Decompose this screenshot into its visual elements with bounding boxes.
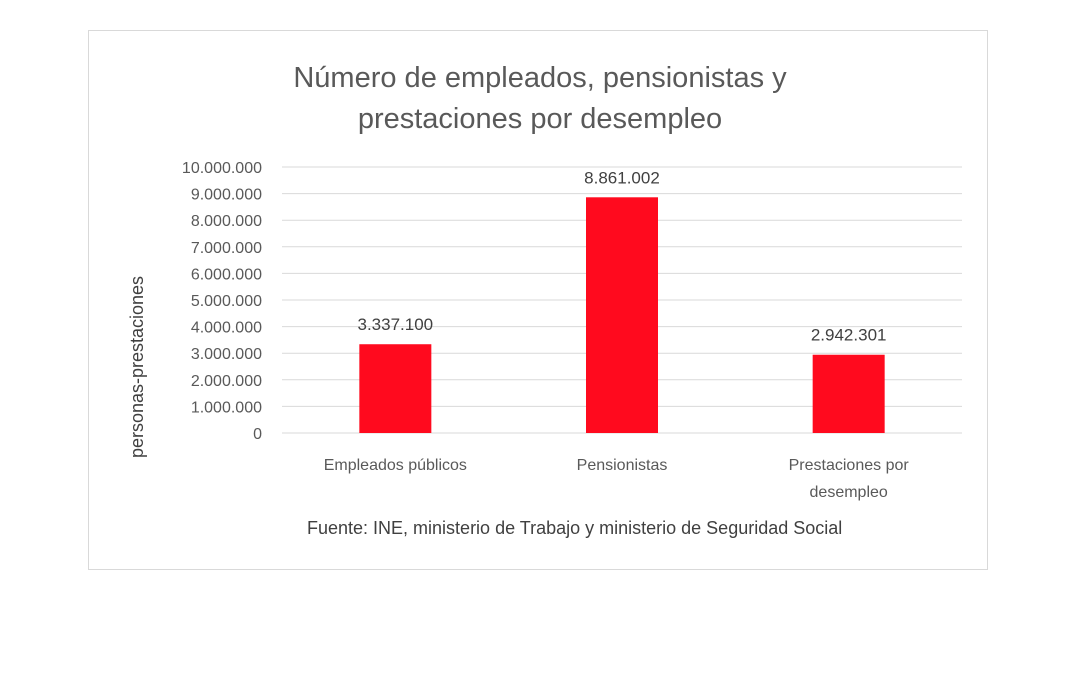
- y-tick-label: 9.000.000: [191, 187, 262, 204]
- source-note: Fuente: INE, ministerio de Trabajo y min…: [307, 518, 842, 538]
- bar-data-label: 8.861.002: [584, 168, 660, 187]
- y-tick-label: 2.000.000: [191, 373, 262, 390]
- data-labels: 3.337.100 8.861.002 2.942.301: [358, 168, 887, 344]
- y-tick-label: 0: [253, 426, 262, 443]
- bar: [359, 344, 432, 433]
- chart-title-line: prestaciones por desempleo: [358, 103, 722, 135]
- bar-data-label: 3.337.100: [358, 315, 434, 334]
- x-category-label: desempleo: [810, 484, 888, 501]
- y-axis-ticks: 0 1.000.000 2.000.000 3.000.000 4.000.000 5.0…: [182, 160, 262, 443]
- bar: [586, 197, 658, 433]
- chart-title: Número de empleados, pensionistas y prest…: [293, 62, 787, 135]
- x-category-label: Pensionistas: [577, 457, 668, 474]
- y-tick-label: 6.000.000: [191, 266, 262, 283]
- y-tick-label: 5.000.000: [191, 293, 262, 310]
- x-category-label: Prestaciones por: [789, 457, 910, 474]
- x-category-label: Empleados públicos: [324, 457, 467, 474]
- y-axis-label: personas-prestaciones: [127, 276, 147, 458]
- y-tick-label: 3.000.000: [191, 346, 262, 363]
- chart-title-line: Número de empleados, pensionistas y: [293, 62, 787, 94]
- y-tick-label: 8.000.000: [191, 213, 262, 230]
- bar: [812, 354, 885, 433]
- y-tick-label: 7.000.000: [191, 240, 262, 257]
- y-tick-label: 1.000.000: [191, 399, 262, 416]
- x-axis-categories: Empleados públicos Pensionistas Prestacion…: [324, 457, 910, 501]
- bar-data-label: 2.942.301: [811, 326, 887, 345]
- bars: [359, 197, 885, 433]
- y-tick-label: 4.000.000: [191, 320, 262, 337]
- y-tick-label: 10.000.000: [182, 160, 262, 177]
